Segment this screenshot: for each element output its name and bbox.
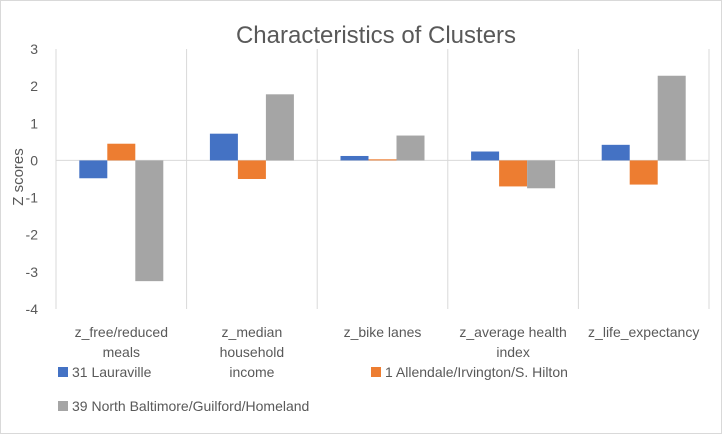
y-tick-label: -3 [26, 264, 39, 280]
legend-swatch [371, 367, 381, 377]
bar [79, 160, 108, 179]
bar [368, 159, 397, 161]
legend-label: 39 North Baltimore/Guilford/Homeland [72, 398, 309, 414]
bar [471, 151, 500, 161]
x-category-label: meals [103, 344, 140, 360]
x-category-label: household [220, 344, 285, 360]
x-category-label: z_free/reduced [75, 324, 168, 340]
bar [107, 143, 136, 161]
chart-title: Characteristics of Clusters [236, 22, 516, 49]
bar [265, 94, 294, 161]
bar [601, 144, 630, 161]
x-category-label: z_median [222, 324, 283, 340]
legend-label: 1 Allendale/Irvington/S. Hilton [385, 364, 568, 380]
y-tick-label: -1 [26, 190, 39, 206]
bar [396, 135, 425, 161]
legend-swatch [58, 401, 68, 411]
bars [79, 75, 686, 282]
x-category-label: z_life_expectancy [588, 324, 699, 340]
legend-swatch [58, 367, 68, 377]
y-tick-label: 0 [30, 152, 38, 168]
y-tick-label: 1 [30, 115, 38, 131]
y-tick-label: -2 [26, 227, 39, 243]
x-category-label: z_bike lanes [344, 324, 422, 340]
bar [209, 133, 238, 161]
bar [499, 160, 528, 187]
y-axis-title: Z scores [10, 148, 27, 206]
x-category-label: index [496, 344, 529, 360]
legend-label: 31 Lauraville [72, 364, 152, 380]
x-category-label: income [229, 364, 274, 380]
bar [657, 75, 686, 161]
bar [527, 160, 556, 189]
legend: 31 Lauraville 1 Allendale/Irvington/S. Hi… [58, 364, 568, 414]
x-category-label: z_average health [459, 324, 566, 340]
y-tick-label: -4 [26, 301, 39, 317]
y-tick-label: 3 [30, 41, 38, 57]
bar [135, 160, 164, 282]
bar [629, 160, 658, 185]
bar [340, 155, 369, 161]
bar [237, 160, 266, 179]
y-axis-ticks: 3 2 1 0 -1 -2 -3 -4 [26, 41, 39, 317]
y-tick-label: 2 [30, 78, 38, 94]
